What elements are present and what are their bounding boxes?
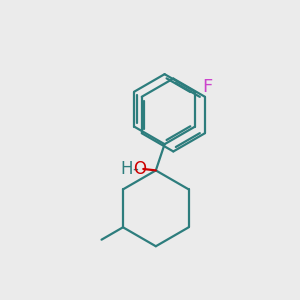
Text: F: F xyxy=(202,78,213,96)
Text: -: - xyxy=(133,160,138,178)
Text: O: O xyxy=(133,160,146,178)
Text: H: H xyxy=(120,160,133,178)
